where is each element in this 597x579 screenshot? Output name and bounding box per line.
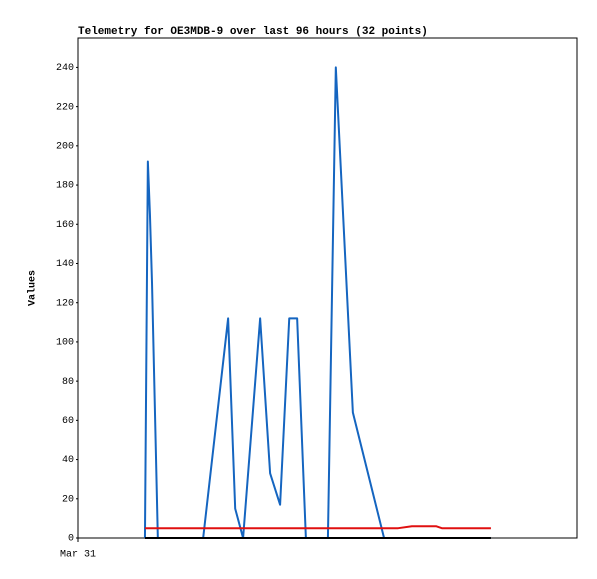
plot-frame (77, 37, 578, 539)
y-tick-label: 40 (62, 455, 74, 466)
series-line (144, 525, 491, 530)
y-tick-label: 240 (56, 63, 74, 74)
y-tick-label: 120 (56, 298, 74, 309)
y-tick-label: 200 (56, 141, 74, 152)
y-tick-label: 0 (68, 534, 74, 545)
x-tick-label: Mar 31 (60, 550, 96, 561)
y-tick-label: 20 (62, 494, 74, 505)
y-axis-label: Values (27, 270, 39, 306)
y-tick-label: 180 (56, 181, 74, 192)
y-tick-label: 100 (56, 338, 74, 349)
y-tick-label: 140 (56, 259, 74, 270)
y-tick-label: 60 (62, 416, 74, 427)
y-tick-label: 220 (56, 102, 74, 113)
y-tick-label: 160 (56, 220, 74, 231)
chart-title: Telemetry for OE3MDB-9 over last 96 hour… (78, 26, 428, 38)
y-tick-label: 80 (62, 377, 74, 388)
